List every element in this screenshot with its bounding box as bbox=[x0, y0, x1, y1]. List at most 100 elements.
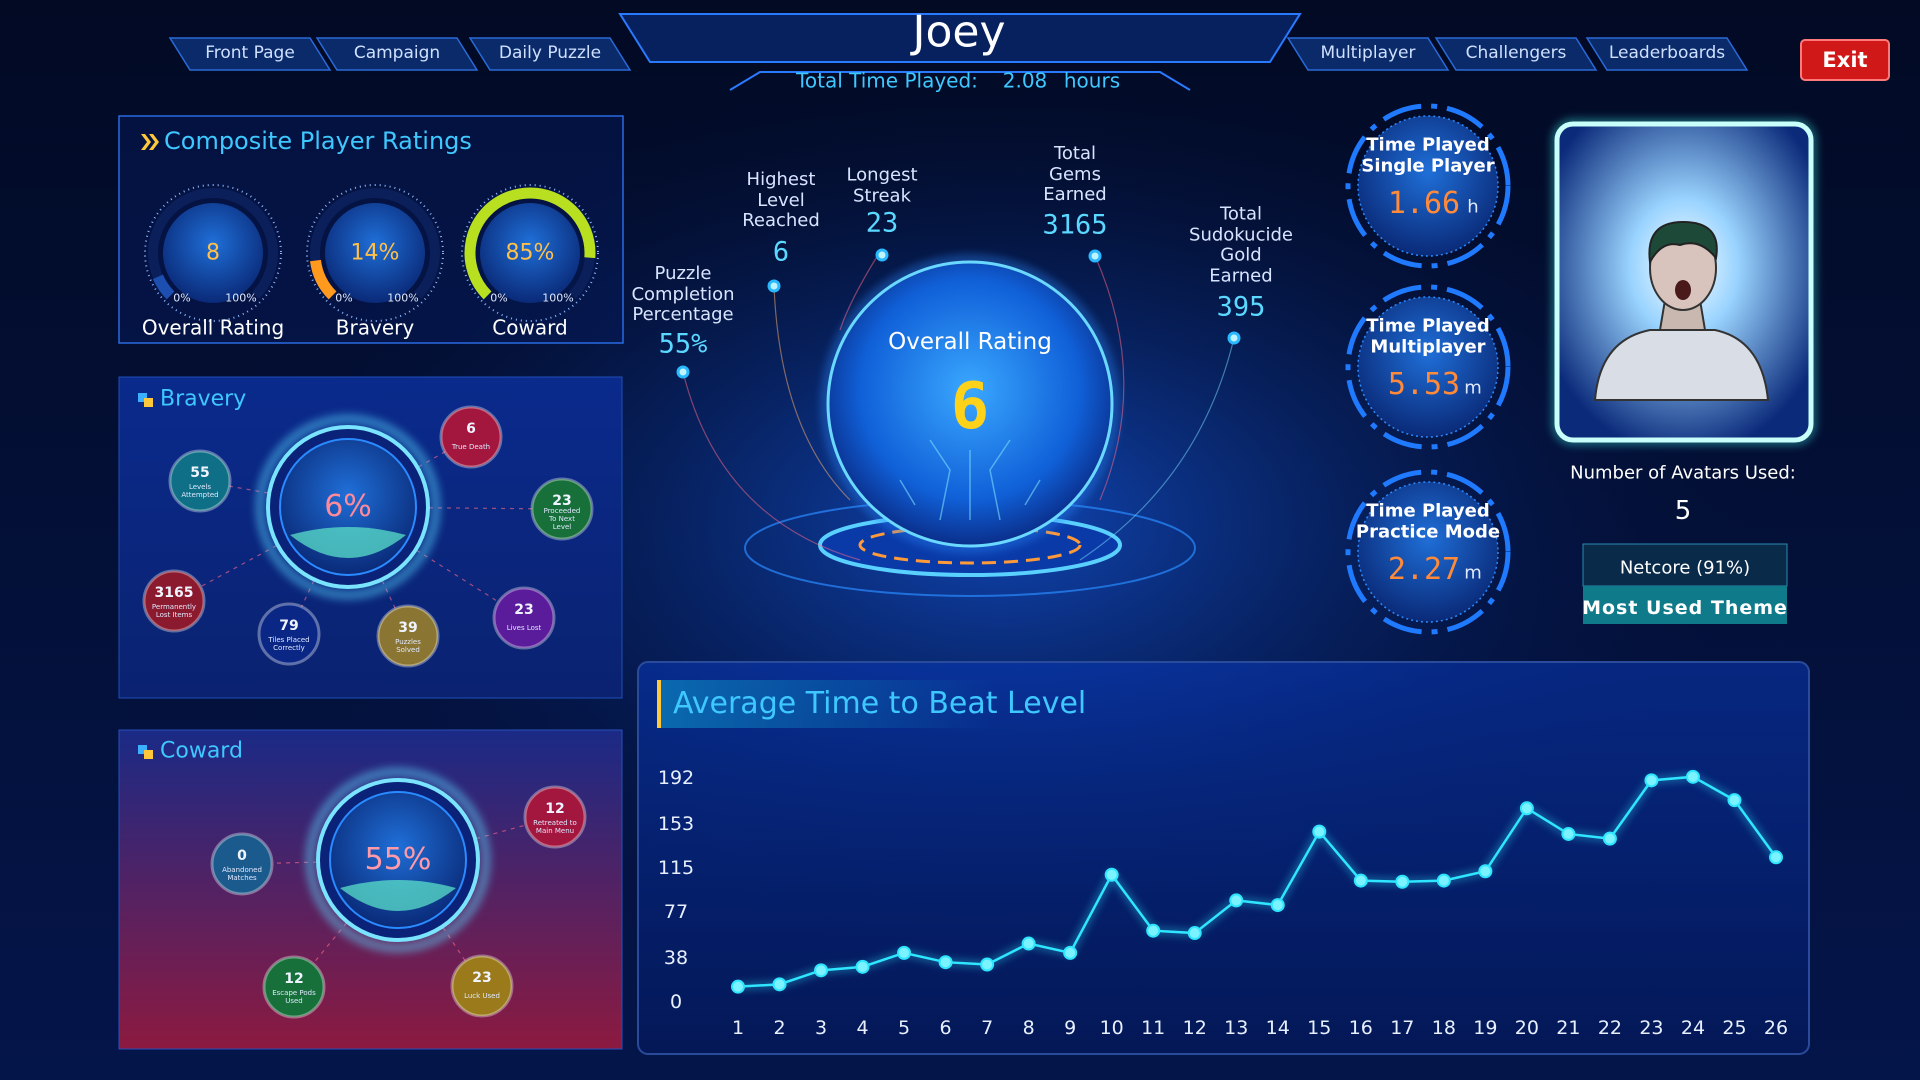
gauge-dial bbox=[325, 203, 425, 303]
avatar-body bbox=[1593, 329, 1770, 401]
stat-value: 23 bbox=[514, 601, 534, 618]
nav-tab-bg[interactable] bbox=[315, 37, 479, 71]
ring-value: 55% bbox=[364, 841, 432, 877]
stat-value: 79 bbox=[279, 617, 299, 634]
stat-label: Lives Lost bbox=[506, 623, 542, 632]
nav-tab[interactable]: Front Page bbox=[205, 43, 295, 64]
connector bbox=[682, 371, 861, 561]
x-tick-label: 11 bbox=[1141, 1017, 1166, 1040]
point bbox=[1104, 867, 1119, 882]
stat-value: 12 bbox=[284, 970, 304, 987]
stat-value: 55% bbox=[658, 328, 708, 360]
y-tick-label: 153 bbox=[657, 812, 695, 835]
x-tick-label: 26 bbox=[1763, 1017, 1789, 1040]
title-chevron bbox=[141, 134, 151, 150]
point bbox=[1727, 793, 1742, 808]
point bbox=[814, 963, 829, 978]
stat-value: 395 bbox=[1216, 291, 1266, 323]
chart-title-accent bbox=[657, 680, 661, 728]
exit-button[interactable]: Exit bbox=[1822, 47, 1868, 72]
avatars-value: 5 bbox=[1674, 496, 1692, 527]
point bbox=[1063, 945, 1078, 960]
time-value: 5.53 bbox=[1387, 366, 1461, 402]
point bbox=[1644, 773, 1659, 788]
nav-tab-bg[interactable] bbox=[1585, 37, 1749, 71]
time-value: 2.27 bbox=[1387, 551, 1461, 587]
stat-dot bbox=[875, 248, 889, 262]
time-label: Time Played Practice Mode bbox=[1355, 500, 1501, 542]
theme-label: Most Used Theme bbox=[1582, 597, 1788, 620]
nav-tab[interactable]: Daily Puzzle bbox=[498, 43, 602, 64]
gauge-max: 100% bbox=[225, 291, 257, 305]
stat-bubble bbox=[439, 405, 503, 469]
x-tick-label: 24 bbox=[1680, 1017, 1706, 1040]
point bbox=[1478, 864, 1493, 879]
point bbox=[1769, 850, 1783, 865]
stat-value: 23 bbox=[472, 969, 492, 986]
point bbox=[731, 979, 745, 994]
exit-button-bg[interactable] bbox=[1800, 39, 1890, 81]
y-tick-label: 77 bbox=[663, 901, 689, 924]
nav-tab[interactable]: Multiplayer bbox=[1320, 43, 1416, 64]
stat-bubble bbox=[523, 785, 587, 849]
stat-label: Abandoned Matches bbox=[222, 865, 262, 882]
time-label: Time Played Multiplayer bbox=[1366, 315, 1490, 357]
x-tick-label: 21 bbox=[1556, 1017, 1581, 1040]
x-tick-label: 22 bbox=[1597, 1017, 1622, 1040]
stat-value: 3165 bbox=[1042, 209, 1108, 241]
x-tick-label: 17 bbox=[1390, 1017, 1415, 1040]
nav-tab-bg[interactable] bbox=[468, 37, 632, 71]
point bbox=[1312, 824, 1327, 839]
overall-sphere bbox=[826, 260, 1114, 548]
ring-wave bbox=[290, 527, 406, 558]
stat-value: 0 bbox=[237, 847, 247, 864]
stat-label: Retreated to Main Menu bbox=[533, 818, 577, 835]
stat-label: Puzzle Completion Percentage bbox=[631, 262, 735, 326]
nav-tab[interactable]: Campaign bbox=[353, 43, 441, 64]
nav-tab-bg[interactable] bbox=[1286, 37, 1450, 71]
x-tick-label: 3 bbox=[814, 1017, 828, 1040]
header-underline bbox=[729, 71, 1191, 91]
title-icon bbox=[144, 750, 153, 759]
nav-tab-bg[interactable] bbox=[168, 37, 332, 71]
point bbox=[1395, 874, 1410, 889]
nav-tab-bg[interactable] bbox=[1434, 37, 1598, 71]
player-name: Joey bbox=[912, 6, 1006, 58]
theme-label-box bbox=[1583, 586, 1787, 624]
x-tick-label: 2 bbox=[773, 1017, 786, 1040]
title-chevron bbox=[149, 134, 159, 150]
point bbox=[772, 977, 787, 992]
stat-bubble bbox=[168, 449, 232, 513]
nav-tab[interactable]: Challengers bbox=[1465, 43, 1567, 64]
stat-value: 55 bbox=[190, 464, 210, 481]
stat-dot bbox=[1227, 331, 1241, 345]
point bbox=[1602, 831, 1617, 846]
gauge-value: 14% bbox=[350, 240, 400, 266]
gauge-track bbox=[310, 188, 440, 299]
time-dial bbox=[1357, 481, 1499, 623]
gauge-ring bbox=[144, 184, 282, 322]
point bbox=[1561, 826, 1576, 841]
connector bbox=[347, 506, 525, 619]
x-tick-label: 14 bbox=[1265, 1017, 1290, 1040]
stat-label: Puzzles Solved bbox=[395, 637, 421, 654]
gauge-max: 100% bbox=[542, 291, 574, 305]
title-icon bbox=[138, 393, 147, 402]
nav-tab[interactable]: Leaderboards bbox=[1608, 43, 1726, 64]
stat-value: 6 bbox=[772, 236, 790, 268]
stat-bubble bbox=[376, 604, 440, 668]
gauge-track bbox=[148, 188, 278, 299]
x-tick-label: 10 bbox=[1099, 1017, 1124, 1040]
gauge-arc bbox=[152, 274, 175, 300]
header-frame bbox=[618, 13, 1302, 63]
stat-value: 39 bbox=[398, 619, 418, 636]
gauge-arc bbox=[464, 187, 596, 300]
x-tick-label: 1 bbox=[731, 1017, 745, 1040]
x-tick-label: 20 bbox=[1514, 1017, 1539, 1040]
stat-value: 6 bbox=[466, 420, 476, 437]
point bbox=[1187, 926, 1202, 941]
ring-wave bbox=[340, 880, 456, 911]
overall-label: Overall Rating bbox=[888, 328, 1052, 355]
gauge-name: Overall Rating bbox=[141, 315, 285, 340]
